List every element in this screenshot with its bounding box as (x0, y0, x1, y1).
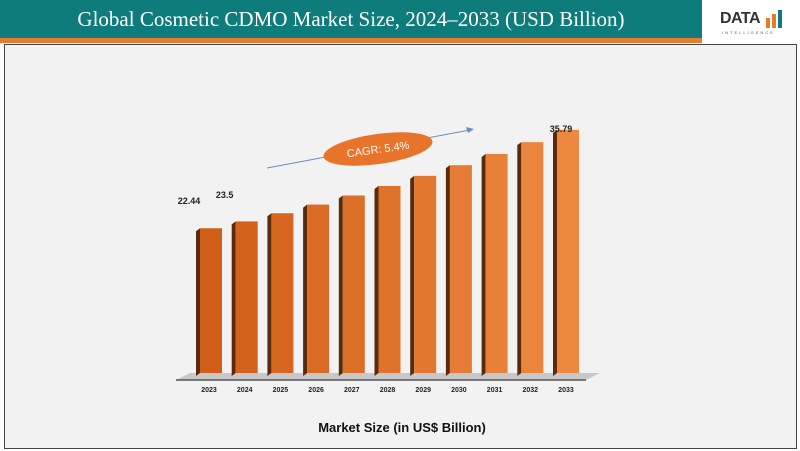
bar-2025 (271, 213, 294, 373)
data-label: 23.5 (216, 190, 234, 200)
bar-2027 (342, 195, 365, 373)
cagr-arrow-head (466, 127, 474, 133)
x-axis-title: Market Size (in US$ Billion) (318, 420, 486, 435)
x-tick-label: 2031 (487, 387, 503, 394)
bar-side (374, 185, 379, 376)
bar-side (196, 228, 200, 376)
bar-2023 (200, 228, 222, 373)
bar-side (303, 204, 308, 376)
bar-2024 (235, 221, 258, 373)
logo-text: DATA (720, 10, 761, 27)
datam-intelligence-logo: DATA INTELLIGENCE (702, 0, 800, 43)
bar-2033 (557, 129, 579, 373)
bar-2031 (485, 153, 508, 373)
logo-subtext: INTELLIGENCE (722, 30, 775, 35)
bar-side (445, 165, 450, 376)
x-tick-label: 2030 (451, 387, 467, 394)
x-tick-label: 2024 (237, 387, 253, 394)
data-label: 22.44 (178, 196, 201, 206)
bar-side (517, 142, 522, 376)
x-tick-label: 2029 (415, 387, 431, 394)
bar-2030 (449, 165, 472, 373)
bar-side (481, 153, 486, 376)
bar-2028 (378, 185, 401, 373)
x-tick-label: 2023 (201, 387, 217, 394)
cagr-ellipse (323, 132, 433, 166)
title-underline (0, 38, 702, 43)
data-label: 35.79 (550, 124, 573, 134)
x-axis-floor (176, 373, 600, 380)
x-tick-label: 2028 (380, 387, 396, 394)
bar-2026 (307, 204, 330, 373)
x-tick-label: 2025 (273, 387, 289, 394)
bar-side (267, 213, 272, 376)
x-tick-label: 2027 (344, 387, 360, 394)
x-tick-label: 2032 (523, 387, 539, 394)
bar-side (410, 175, 415, 376)
bar-side (231, 221, 236, 376)
bar-2032 (521, 142, 544, 373)
chart-title: Global Cosmetic CDMO Market Size, 2024–2… (0, 0, 702, 38)
bar-side (553, 129, 557, 376)
x-tick-label: 2026 (308, 387, 324, 394)
bar-2029 (414, 175, 437, 373)
bar-side (338, 195, 343, 376)
logo-bars-icon (766, 10, 782, 28)
x-tick-label: 2033 (558, 387, 574, 394)
